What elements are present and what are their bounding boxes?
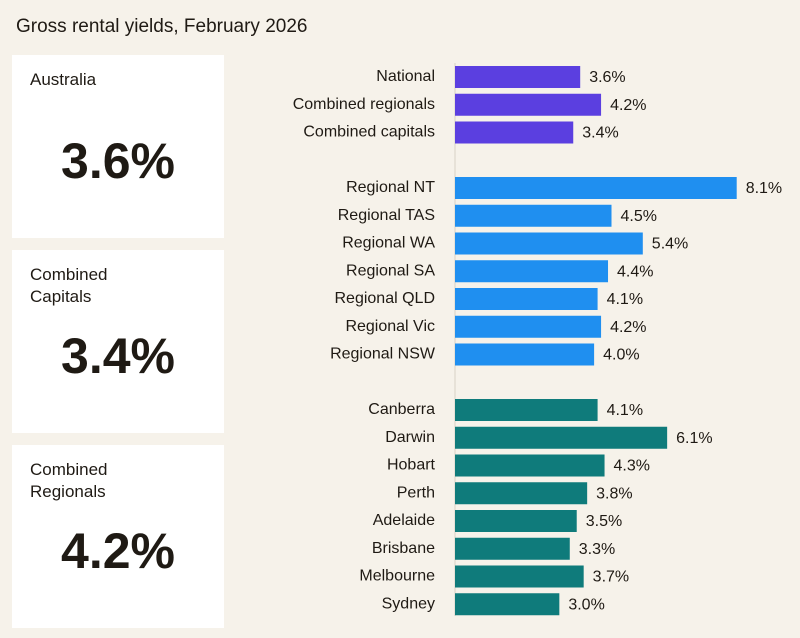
bar bbox=[455, 537, 570, 560]
category-label: Regional NT bbox=[346, 179, 435, 196]
category-label: Hobart bbox=[387, 457, 436, 474]
category-label: Darwin bbox=[385, 429, 435, 446]
bar bbox=[455, 482, 588, 505]
category-label: Regional WA bbox=[342, 235, 435, 252]
category-label: Perth bbox=[397, 484, 435, 501]
category-label: Combined regionals bbox=[293, 96, 435, 113]
bar bbox=[455, 66, 581, 88]
bar bbox=[455, 204, 612, 227]
category-label: Sydney bbox=[382, 595, 435, 612]
value-label: 4.2% bbox=[610, 97, 646, 114]
card-value: 4.2% bbox=[61, 523, 175, 579]
bar bbox=[455, 454, 605, 477]
category-label: Melbourne bbox=[359, 568, 435, 585]
value-label: 3.8% bbox=[596, 485, 632, 502]
value-label: 6.1% bbox=[676, 430, 712, 447]
category-label: Regional Vic bbox=[345, 318, 435, 335]
bar bbox=[455, 510, 577, 532]
bar bbox=[455, 399, 598, 421]
category-label: Regional QLD bbox=[335, 290, 436, 307]
bar bbox=[455, 177, 737, 199]
category-label: Combined capitals bbox=[303, 124, 435, 141]
bar bbox=[455, 343, 595, 366]
card-value: 3.6% bbox=[61, 133, 175, 189]
card-label: Australia bbox=[30, 70, 97, 89]
summary-card: Combined Regionals 4.2% bbox=[12, 445, 224, 628]
value-label: 8.1% bbox=[746, 180, 782, 197]
bar bbox=[455, 121, 574, 144]
value-label: 3.7% bbox=[593, 569, 629, 586]
bar bbox=[455, 232, 643, 255]
category-label: Regional TAS bbox=[338, 207, 435, 224]
page-title: Gross rental yields, February 2026 bbox=[16, 16, 308, 37]
value-label: 4.0% bbox=[603, 347, 639, 364]
category-label: Regional SA bbox=[346, 262, 435, 279]
bar bbox=[455, 93, 602, 116]
summary-card: Combined Capitals 3.4% bbox=[12, 250, 224, 433]
card-label: Combined Capitals bbox=[30, 265, 108, 306]
value-label: 4.4% bbox=[617, 263, 653, 280]
value-label: 3.0% bbox=[568, 596, 604, 613]
bar bbox=[455, 315, 602, 338]
bar bbox=[455, 593, 560, 616]
category-label: Brisbane bbox=[372, 540, 435, 557]
value-label: 4.5% bbox=[621, 208, 657, 225]
value-label: 3.6% bbox=[589, 69, 625, 86]
bar bbox=[455, 260, 609, 283]
bar bbox=[455, 288, 598, 310]
value-label: 3.4% bbox=[582, 125, 618, 142]
value-label: 4.3% bbox=[614, 458, 650, 475]
summary-card: Australia 3.6% bbox=[12, 55, 224, 238]
category-label: Adelaide bbox=[373, 512, 435, 529]
value-label: 4.1% bbox=[607, 402, 643, 419]
card-value: 3.4% bbox=[61, 328, 175, 384]
value-label: 4.2% bbox=[610, 319, 646, 336]
category-label: Regional NSW bbox=[330, 346, 436, 363]
value-label: 3.5% bbox=[586, 513, 622, 530]
bar bbox=[455, 426, 668, 449]
card-label: Combined Regionals bbox=[30, 460, 108, 501]
category-label: Canberra bbox=[368, 401, 435, 418]
value-label: 3.3% bbox=[579, 541, 615, 558]
value-label: 5.4% bbox=[652, 236, 688, 253]
value-label: 4.1% bbox=[607, 291, 643, 308]
category-label: National bbox=[376, 68, 435, 85]
bar bbox=[455, 565, 584, 588]
